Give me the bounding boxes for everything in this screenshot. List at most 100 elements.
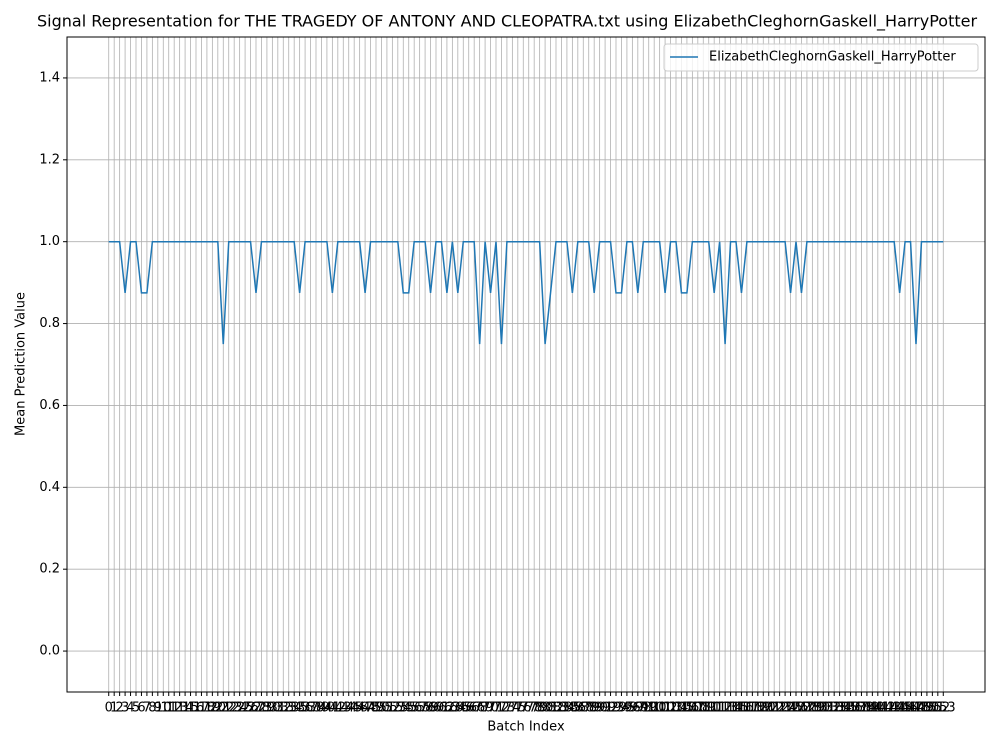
x-tick-label: 40 [319,701,336,716]
x-tick-label: 103 [658,701,683,716]
x-tick-label: 132 [816,701,841,716]
legend-label: ElizabethCleghornGaskell_HarryPotter [709,50,956,65]
x-tick-label: 116 [729,701,754,716]
x-tick-label: 115 [724,701,749,716]
x-tick-label: 94 [613,701,630,716]
x-tick-label: 43 [335,701,352,716]
x-tick-label: 67 [466,701,483,716]
legend-box [663,43,979,72]
x-tick-label: 119 [745,701,770,716]
x-tick-label: 45 [346,701,363,716]
x-tick-label: 3 [121,701,129,716]
x-tick-label: 93 [608,701,625,716]
x-tick-label: 16 [188,701,205,716]
x-tick-label: 37 [302,701,319,716]
x-tick-label: 140 [860,701,885,716]
x-tick-label: 18 [199,701,216,716]
x-tick-label: 142 [871,701,896,716]
x-tick-label: 9 [154,701,162,716]
x-tick-label: 79 [531,701,548,716]
x-tick-label: 60 [428,701,445,716]
x-tick-label: 136 [838,701,863,716]
x-tick-label: 84 [559,701,576,716]
x-tick-label: 89 [586,701,603,716]
x-tick-label: 57 [411,701,428,716]
y-tick-label: 1.0 [39,234,60,249]
x-tick-label: 146 [893,701,918,716]
x-tick-label: 19 [204,701,221,716]
x-tick-label: 47 [357,701,374,716]
y-tick-label: 0.8 [39,316,60,331]
x-tick-label: 52 [384,701,401,716]
y-tick-label: 0.2 [39,562,60,577]
x-tick-label: 15 [182,701,199,716]
x-tick-label: 53 [390,701,407,716]
x-tick-label: 44 [340,701,357,716]
x-tick-label: 91 [597,701,614,716]
x-tick-label: 81 [542,701,559,716]
x-tick-label: 13 [171,701,188,716]
y-axis-label: Mean Prediction Value [14,292,29,436]
x-tick-label: 99 [640,701,657,716]
x-tick-label: 150 [914,701,939,716]
x-tick-label: 123 [767,701,792,716]
x-tick-label: 106 [674,701,699,716]
x-tick-label: 72 [493,701,510,716]
x-tick-label: 128 [794,701,819,716]
x-tick-label: 88 [580,701,597,716]
line-series [108,240,944,345]
x-tick-label: 21 [215,701,232,716]
x-tick-label: 33 [280,701,297,716]
x-tick-label: 125 [778,701,803,716]
x-tick-label: 127 [789,701,814,716]
x-tick-label: 36 [297,701,314,716]
x-tick-label: 112 [707,701,732,716]
x-tick-label: 111 [702,701,727,716]
x-tick-label: 59 [422,701,439,716]
x-tick-label: 69 [477,701,494,716]
x-tick-label: 31 [270,701,287,716]
x-tick-label: 148 [904,701,929,716]
x-tick-label: 6 [137,701,145,716]
x-tick-label: 109 [691,701,716,716]
x-tick-label: 126 [784,701,809,716]
x-tick-label: 144 [882,701,907,716]
x-tick-label: 118 [740,701,765,716]
x-tick-label: 62 [439,701,456,716]
x-tick-label: 70 [482,701,499,716]
y-tick-label: 0.4 [39,480,60,495]
x-tick-label: 64 [450,701,467,716]
x-tick-label: 143 [876,701,901,716]
x-tick-label: 153 [931,701,956,716]
x-tick-label: 131 [811,701,836,716]
y-tick-label: 1.4 [39,70,60,85]
x-tick-label: 139 [854,701,879,716]
x-tick-label: 27 [248,701,265,716]
x-tick-label: 51 [379,701,396,716]
x-tick-label: 49 [368,701,385,716]
x-tick-label: 110 [696,701,721,716]
x-tick-label: 141 [865,701,890,716]
x-tick-label: 26 [242,701,259,716]
x-tick-label: 130 [805,701,830,716]
x-tick-label: 101 [647,701,672,716]
x-tick-label: 58 [417,701,434,716]
x-tick-label: 87 [575,701,592,716]
y-tick-label: 1.2 [39,152,60,167]
x-tick-label: 137 [844,701,869,716]
x-tick-label: 71 [488,701,505,716]
x-tick-label: 54 [395,701,412,716]
x-tick-label: 14 [177,701,194,716]
x-tick-label: 55 [400,701,417,716]
x-tick-label: 114 [718,701,743,716]
x-tick-label: 104 [664,701,689,716]
x-tick-label: 78 [526,701,543,716]
x-tick-label: 95 [619,701,636,716]
x-tick-label: 20 [210,701,227,716]
x-tick-label: 34 [286,701,303,716]
x-tick-label: 145 [887,701,912,716]
x-tick-label: 68 [471,701,488,716]
x-tick-label: 5 [132,701,140,716]
x-tick-label: 11 [160,701,177,716]
x-tick-label: 39 [313,701,330,716]
